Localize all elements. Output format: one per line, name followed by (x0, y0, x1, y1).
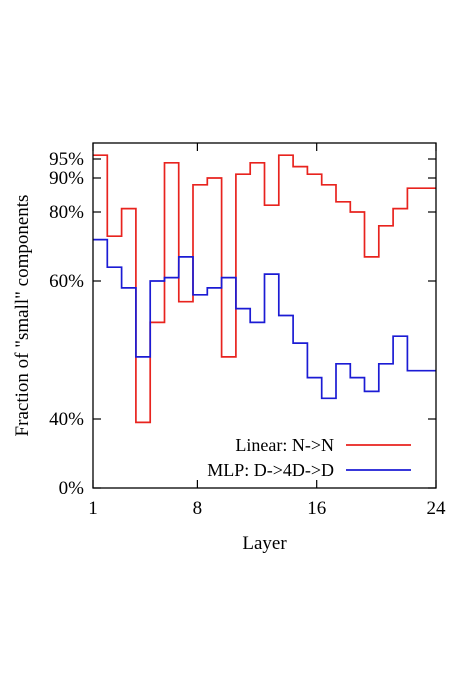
x-tick-label: 1 (88, 498, 98, 519)
y-tick-label: 60% (49, 271, 84, 292)
y-tick-label: 95% (49, 149, 84, 170)
y-tick-label: 0% (59, 478, 85, 499)
axis-layer: 0% 40% 60% 80% 90%95% 1 8 16 24 Layer Fraction … (12, 142, 446, 554)
y-ticks: 0% 40% 60% 80% 90%95% (49, 149, 436, 499)
x-tick-label: 8 (193, 498, 203, 519)
x-tick-label: 16 (307, 498, 326, 519)
legend: Linear: N->N MLP: D->4D->D (207, 435, 411, 480)
x-tick-label: 24 (427, 498, 447, 519)
y-tick-label: 90% (49, 168, 84, 189)
legend-label-1: MLP: D->4D->D (207, 460, 334, 480)
legend-label-0: Linear: N->N (235, 435, 334, 455)
plot-frame (92, 142, 437, 489)
y-axis-title: Fraction of "small" components (12, 195, 33, 437)
y-tick-label: 40% (49, 409, 84, 430)
series-layer (93, 154, 436, 424)
series-line-1 (93, 238, 436, 400)
y-tick-label: 80% (49, 202, 84, 223)
x-axis-title: Layer (242, 533, 287, 554)
x-ticks: 1 8 16 24 (88, 143, 446, 519)
